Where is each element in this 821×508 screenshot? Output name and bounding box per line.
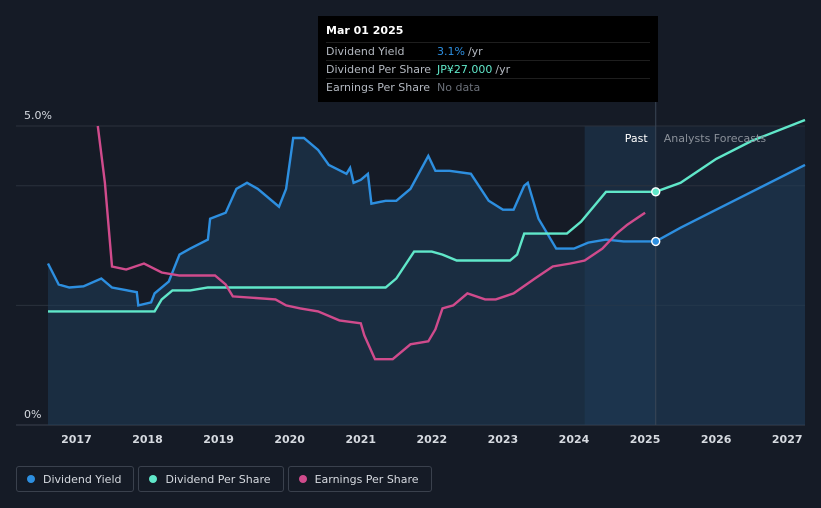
hover-tooltip: Mar 01 2025 Dividend Yield 3.1% /yr Divi… [318, 16, 658, 102]
x-tick-label: 2018 [132, 433, 163, 446]
legend-dividend-per-share[interactable]: Dividend Per Share [138, 466, 284, 492]
x-tick-label: 2021 [345, 433, 376, 446]
x-tick-label: 2020 [274, 433, 305, 446]
legend-dot-icon [27, 475, 35, 483]
dividend-yield-line [46, 136, 806, 307]
chart-legend: Dividend Yield Dividend Per Share Earnin… [16, 466, 432, 492]
tooltip-row-dividend-per-share: Dividend Per Share JP¥27.000 /yr [326, 60, 650, 78]
x-tick-label: 2023 [488, 433, 519, 446]
legend-label: Earnings Per Share [314, 472, 419, 486]
x-tick-label: 2024 [559, 433, 590, 446]
tooltip-label: Dividend Yield [326, 45, 405, 58]
x-tick-label: 2025 [630, 433, 661, 446]
tooltip-value: No data [437, 81, 481, 94]
legend-label: Dividend Per Share [165, 472, 271, 486]
legend-label: Dividend Yield [43, 472, 122, 486]
legend-dot-icon [149, 475, 158, 483]
x-axis-labels: 2017 2018 2019 2020 2021 2022 2023 2024 2025 2026… [61, 433, 802, 446]
legend-earnings-per-share[interactable]: Earnings Per Share [287, 466, 432, 492]
analysts-forecasts-label: Analysts Forecasts [664, 132, 767, 145]
tooltip-label: Dividend Per Share [326, 63, 432, 76]
tooltip-date: Mar 01 2025 [326, 24, 404, 37]
tooltip-row-earnings-per-share: Earnings Per Share No data [326, 78, 650, 96]
tooltip-unit: /yr [495, 63, 511, 76]
tooltip-unit: /yr [467, 45, 483, 58]
x-tick-label: 2019 [203, 433, 234, 446]
dividend-yield-area [48, 138, 805, 425]
y-axis-labels: 5.0% 0% [24, 109, 52, 421]
tooltip-value: JP¥27.000 [437, 63, 493, 76]
x-tick-label: 2017 [61, 433, 92, 446]
legend-dot-icon [298, 475, 307, 483]
x-tick-label: 2022 [417, 433, 448, 446]
dividend-per-share-marker [651, 187, 661, 197]
legend-dividend-yield[interactable]: Dividend Yield [16, 466, 135, 492]
dividend-yield-marker [651, 236, 661, 247]
past-label: Past [625, 132, 649, 145]
tooltip-value: 3.1% [437, 45, 465, 58]
tooltip-label: Earnings Per Share [326, 81, 431, 94]
y-tick-label: 0% [24, 408, 41, 421]
tooltip-row-dividend-yield: Dividend Yield 3.1% /yr [326, 42, 650, 60]
earnings-per-share-line [96, 125, 646, 361]
x-tick-label: 2026 [701, 433, 732, 446]
x-tick-label: 2027 [772, 433, 803, 446]
y-tick-label: 5.0% [24, 109, 52, 122]
